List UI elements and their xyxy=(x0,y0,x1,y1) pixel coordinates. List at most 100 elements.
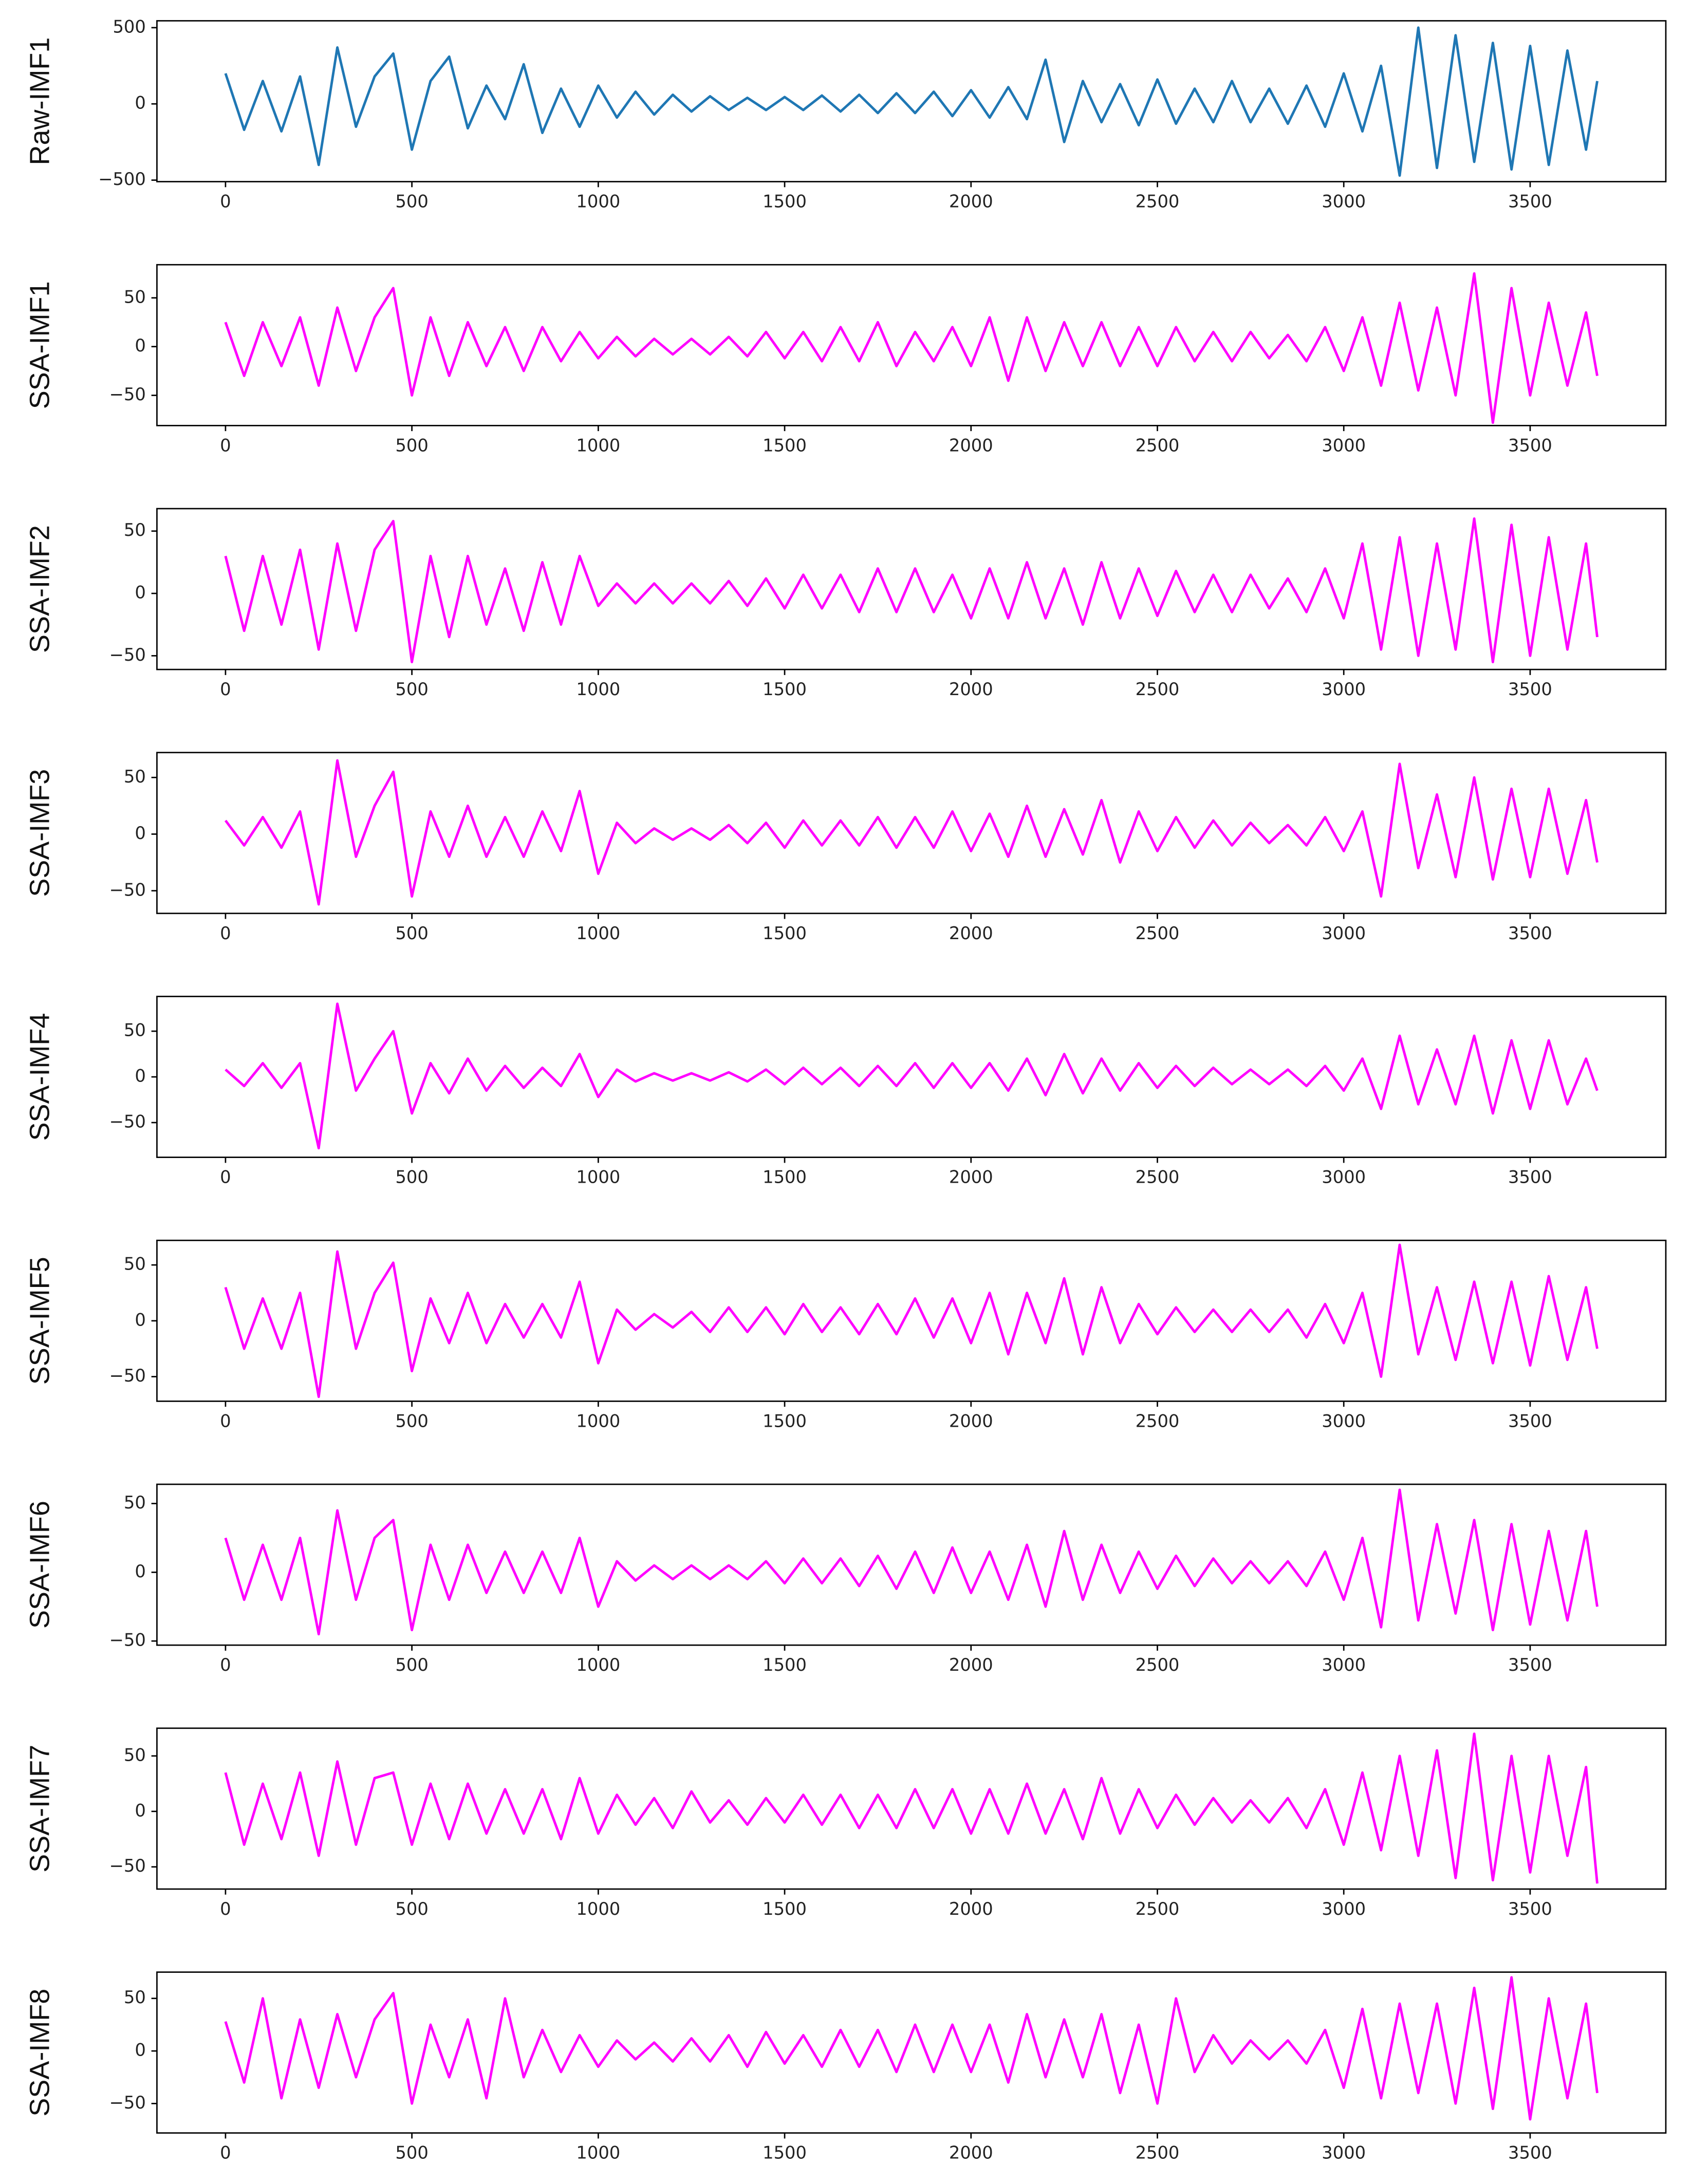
y-tick-label: −50 xyxy=(109,1112,146,1132)
y-tick-label: 50 xyxy=(124,520,146,540)
x-tick-label: 2500 xyxy=(1136,1411,1180,1431)
y-tick-label: 0 xyxy=(135,1310,145,1330)
axes-frame xyxy=(156,508,1667,670)
x-tick-label: 1000 xyxy=(576,1655,620,1675)
y-tick-label: 0 xyxy=(135,583,145,603)
x-tick-label: 3000 xyxy=(1322,1167,1366,1187)
axes-frame xyxy=(156,20,1667,182)
y-tick-label: 500 xyxy=(113,16,145,36)
x-tick-label: 1500 xyxy=(763,1899,807,1919)
x-tick-label: 2000 xyxy=(949,1655,993,1675)
y-tick-label: 50 xyxy=(124,1987,146,2007)
x-tick-label: 3000 xyxy=(1322,679,1366,699)
x-tick-label: 3500 xyxy=(1508,192,1552,212)
x-tick-label: 2000 xyxy=(949,923,993,943)
x-tick-label: 2000 xyxy=(949,1167,993,1187)
x-tick-label: 0 xyxy=(220,192,231,212)
x-tick-label: 1000 xyxy=(576,435,620,455)
x-tick-label: 1000 xyxy=(576,1899,620,1919)
y-axis-label: SSA-IMF4 xyxy=(25,1013,55,1141)
y-axis-label: SSA-IMF5 xyxy=(25,1257,55,1385)
signal-line xyxy=(224,1976,1599,2121)
y-tick-label: 50 xyxy=(124,1745,146,1765)
x-tick-label: 1500 xyxy=(763,679,807,699)
y-tick-label: 50 xyxy=(124,1254,146,1274)
x-tick-label: 2000 xyxy=(949,2143,993,2163)
y-axis-label: Raw-IMF1 xyxy=(25,38,55,165)
x-tick-label: 0 xyxy=(220,1899,231,1919)
x-tick-label: 500 xyxy=(395,1411,428,1431)
y-tick-label: −50 xyxy=(109,1630,146,1650)
x-tick-label: 1500 xyxy=(763,192,807,212)
signal-line xyxy=(224,759,1599,906)
y-tick-label: 0 xyxy=(135,1800,145,1820)
x-tick-label: 3500 xyxy=(1508,1655,1552,1675)
y-axis-label: SSA-IMF2 xyxy=(25,525,55,653)
x-tick-label: 2000 xyxy=(949,435,993,455)
x-tick-label: 3000 xyxy=(1322,192,1366,212)
x-tick-label: 1500 xyxy=(763,1411,807,1431)
x-tick-label: 1000 xyxy=(576,1167,620,1187)
y-tick-label: 0 xyxy=(135,1066,145,1086)
x-tick-label: 3000 xyxy=(1322,435,1366,455)
x-tick-label: 1500 xyxy=(763,435,807,455)
signal-line xyxy=(224,1243,1599,1398)
x-tick-label: 1000 xyxy=(576,923,620,943)
x-tick-label: 0 xyxy=(220,1411,231,1431)
x-tick-label: 2500 xyxy=(1136,679,1180,699)
y-tick-label: −500 xyxy=(98,169,146,189)
y-axis-label: SSA-IMF1 xyxy=(25,281,55,409)
y-tick-label: 0 xyxy=(135,1561,145,1581)
x-tick-label: 1000 xyxy=(576,192,620,212)
x-tick-label: 0 xyxy=(220,923,231,943)
x-tick-label: 1000 xyxy=(576,679,620,699)
x-tick-label: 500 xyxy=(395,1899,428,1919)
y-axis-label: SSA-IMF3 xyxy=(25,769,55,897)
axes-frame xyxy=(156,1239,1667,1402)
y-tick-label: 50 xyxy=(124,287,146,307)
signal-line xyxy=(224,1732,1599,1884)
x-tick-label: 0 xyxy=(220,679,231,699)
signal-line xyxy=(224,1488,1599,1636)
x-tick-label: 500 xyxy=(395,679,428,699)
y-tick-label: −50 xyxy=(109,1856,146,1876)
x-tick-label: 3500 xyxy=(1508,1899,1552,1919)
x-tick-label: 500 xyxy=(395,192,428,212)
x-tick-label: 2000 xyxy=(949,679,993,699)
x-tick-label: 1500 xyxy=(763,1655,807,1675)
x-tick-label: 1000 xyxy=(576,2143,620,2163)
y-tick-label: 50 xyxy=(124,1492,146,1513)
x-tick-label: 3000 xyxy=(1322,1899,1366,1919)
y-tick-label: −50 xyxy=(109,1366,146,1386)
axes-frame xyxy=(156,1971,1667,2134)
x-tick-label: 500 xyxy=(395,1167,428,1187)
y-tick-label: −50 xyxy=(109,2093,146,2113)
x-tick-label: 500 xyxy=(395,2143,428,2163)
y-tick-label: −50 xyxy=(109,880,146,900)
x-tick-label: 500 xyxy=(395,435,428,455)
signal-line xyxy=(224,26,1599,177)
x-tick-label: 3500 xyxy=(1508,2143,1552,2163)
axes-frame xyxy=(156,1727,1667,1890)
x-tick-label: 500 xyxy=(395,1655,428,1675)
y-tick-label: −50 xyxy=(109,384,146,404)
x-tick-label: 3000 xyxy=(1322,1655,1366,1675)
y-tick-label: 0 xyxy=(135,335,145,356)
y-axis-label: SSA-IMF6 xyxy=(25,1501,55,1629)
y-tick-label: 50 xyxy=(124,1020,146,1040)
x-tick-label: 3000 xyxy=(1322,1411,1366,1431)
y-tick-label: 0 xyxy=(135,93,145,113)
x-tick-label: 2000 xyxy=(949,1899,993,1919)
axes-frame xyxy=(156,752,1667,914)
axes-frame xyxy=(156,996,1667,1158)
x-tick-label: 1500 xyxy=(763,923,807,943)
x-tick-label: 2500 xyxy=(1136,923,1180,943)
y-tick-label: 0 xyxy=(135,823,145,843)
x-tick-label: 1500 xyxy=(763,1167,807,1187)
y-axis-label: SSA-IMF8 xyxy=(25,1989,55,2117)
x-tick-label: 0 xyxy=(220,435,231,455)
x-tick-label: 2500 xyxy=(1136,1899,1180,1919)
signal-line xyxy=(224,517,1599,663)
